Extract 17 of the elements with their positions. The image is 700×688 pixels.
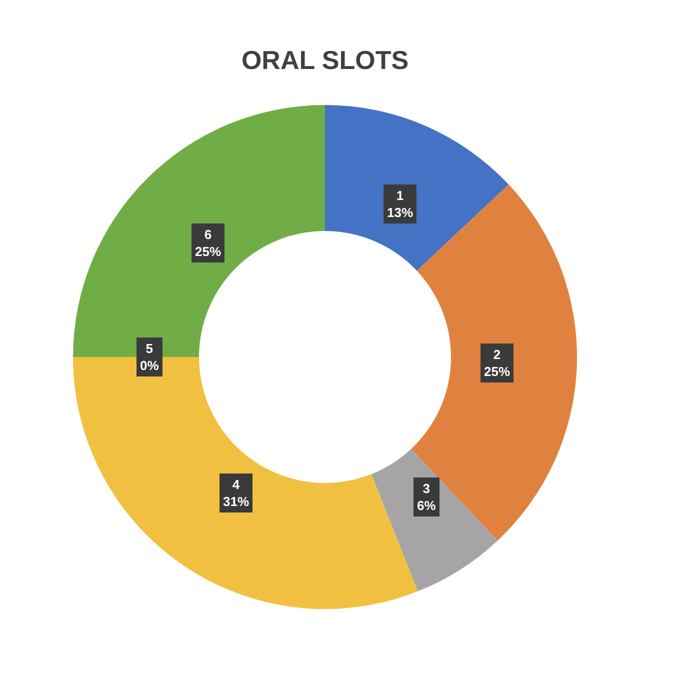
- slice-label: 1: [396, 188, 404, 203]
- donut-slice: [73, 105, 325, 357]
- text: 0%: [140, 358, 159, 373]
- donut-slice: [411, 184, 577, 541]
- data-label: 6%: [417, 498, 436, 513]
- slice-label: 3: [422, 481, 430, 496]
- data-label: 25%: [195, 244, 222, 259]
- data-label: 25%: [484, 364, 510, 379]
- chart-title: ORAL SLOTS: [241, 45, 409, 76]
- slice-label: 4: [232, 477, 240, 492]
- slice-label: 6: [204, 227, 212, 242]
- donut-slice: [325, 105, 509, 271]
- donut-slice: [73, 357, 418, 609]
- data-label: 31%: [223, 494, 250, 509]
- slice-label: 2: [493, 347, 501, 362]
- data-label: 13%: [387, 204, 414, 220]
- category-label: 5: [146, 341, 154, 356]
